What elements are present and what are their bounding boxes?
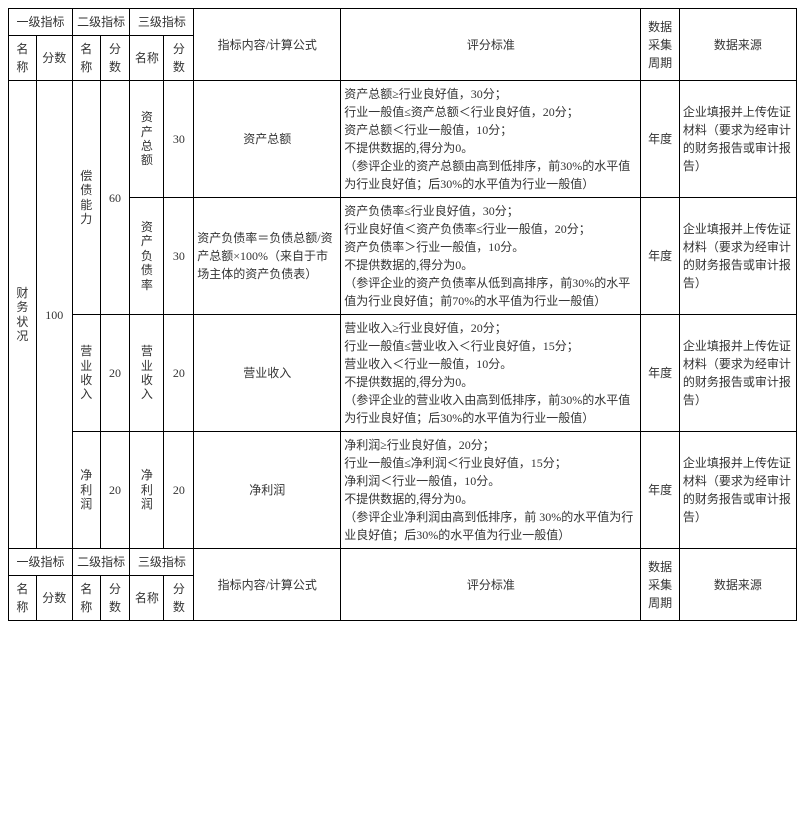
source-r2: 企业填报并上传佐证材料（要求为经审计的财务报告或审计报告） [679,198,796,315]
hdr2-l1-name: 名称 [9,576,37,621]
hdr-criteria: 评分标准 [341,9,641,81]
hdr-l3-score: 分数 [164,36,194,81]
hdr2-l1-score: 分数 [36,576,72,621]
hdr2-criteria: 评分标准 [341,549,641,621]
period-r4: 年度 [641,432,679,549]
hdr2-l3: 三级指标 [130,549,194,576]
l3-name-r1: 资产总额 [130,81,164,198]
hdr-l1: 一级指标 [9,9,73,36]
hdr2-l2-name: 名称 [72,576,100,621]
l3-score-r4: 20 [164,432,194,549]
l2-name-c: 净利润 [72,432,100,549]
hdr-l1-score: 分数 [36,36,72,81]
l3-score-r3: 20 [164,315,194,432]
l2-score-a: 60 [100,81,130,315]
hdr-l2-name: 名称 [72,36,100,81]
content-r4: 净利润 [194,432,341,549]
hdr-l1-name: 名称 [9,36,37,81]
l3-name-r3: 营业收入 [130,315,164,432]
hdr-l3-name: 名称 [130,36,164,81]
period-r3: 年度 [641,315,679,432]
hdr2-source: 数据来源 [679,549,796,621]
table-row: 财务状况 100 偿债能力 60 资产总额 30 资产总额 资产总额≥行业良好值… [9,81,797,198]
header-row-2: 一级指标 二级指标 三级指标 指标内容/计算公式 评分标准 数据采集周期 数据来… [9,549,797,576]
l3-score-r1: 30 [164,81,194,198]
l2-name-b: 营业收入 [72,315,100,432]
table-row: 净利润 20 净利润 20 净利润 净利润≥行业良好值，20分； 行业一般值≤净… [9,432,797,549]
header-row-1: 一级指标 二级指标 三级指标 指标内容/计算公式 评分标准 数据采集周期 数据来… [9,9,797,36]
l3-score-r2: 30 [164,198,194,315]
criteria-r4: 净利润≥行业良好值，20分； 行业一般值≤净利润＜行业良好值，15分； 净利润＜… [341,432,641,549]
hdr-l3: 三级指标 [130,9,194,36]
criteria-r3: 营业收入≥行业良好值，20分； 行业一般值≤营业收入＜行业良好值，15分； 营业… [341,315,641,432]
hdr2-content: 指标内容/计算公式 [194,549,341,621]
hdr2-l2: 二级指标 [72,549,130,576]
hdr-source: 数据来源 [679,9,796,81]
l2-name-a: 偿债能力 [72,81,100,315]
content-r2: 资产负债率＝负债总额/资产总额×100%（来自于市场主体的资产负债表） [194,198,341,315]
source-r4: 企业填报并上传佐证材料（要求为经审计的财务报告或审计报告） [679,432,796,549]
criteria-r2: 资产负债率≤行业良好值，30分； 行业良好值＜资产负债率≤行业一般值，20分； … [341,198,641,315]
l1-score: 100 [36,81,72,549]
l2-score-b: 20 [100,315,130,432]
l2-score-c: 20 [100,432,130,549]
l1-name: 财务状况 [9,81,37,549]
period-r1: 年度 [641,81,679,198]
hdr-content: 指标内容/计算公式 [194,9,341,81]
source-r1: 企业填报并上传佐证材料（要求为经审计的财务报告或审计报告） [679,81,796,198]
content-r1: 资产总额 [194,81,341,198]
hdr2-l3-score: 分数 [164,576,194,621]
hdr2-l3-name: 名称 [130,576,164,621]
hdr-period: 数据采集周期 [641,9,679,81]
table-row: 营业收入 20 营业收入 20 营业收入 营业收入≥行业良好值，20分； 行业一… [9,315,797,432]
hdr-l2-score: 分数 [100,36,130,81]
indicator-table: 一级指标 二级指标 三级指标 指标内容/计算公式 评分标准 数据采集周期 数据来… [8,8,797,621]
l3-name-r2: 资产负债率 [130,198,164,315]
period-r2: 年度 [641,198,679,315]
content-r3: 营业收入 [194,315,341,432]
source-r3: 企业填报并上传佐证材料（要求为经审计的财务报告或审计报告） [679,315,796,432]
l3-name-r4: 净利润 [130,432,164,549]
hdr2-l1: 一级指标 [9,549,73,576]
criteria-r1: 资产总额≥行业良好值，30分； 行业一般值≤资产总额＜行业良好值，20分； 资产… [341,81,641,198]
hdr-l2: 二级指标 [72,9,130,36]
hdr2-period: 数据采集周期 [641,549,679,621]
hdr2-l2-score: 分数 [100,576,130,621]
